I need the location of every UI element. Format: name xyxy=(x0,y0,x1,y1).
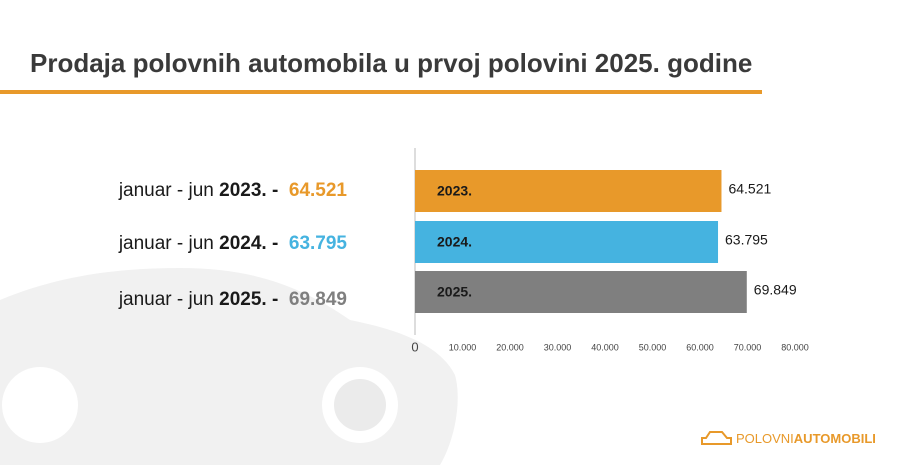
summary-prefix: januar - jun xyxy=(118,289,214,310)
summary-value: 63.795 xyxy=(289,233,348,254)
summary-separator: - xyxy=(272,233,278,254)
car-wheel xyxy=(2,367,78,443)
summary-year: 2025. xyxy=(219,289,267,310)
summary-value: 69.849 xyxy=(289,289,347,310)
summary-prefix: januar - jun xyxy=(118,233,214,254)
summary-separator: - xyxy=(272,289,278,310)
bar xyxy=(415,271,747,313)
logo-icon xyxy=(701,431,732,445)
summary-value: 64.521 xyxy=(289,180,348,201)
car-wheel-hub xyxy=(334,379,386,431)
bar xyxy=(415,170,722,212)
x-tick-label: 40.000 xyxy=(591,342,619,352)
x-tick-label: 80.000 xyxy=(781,342,809,352)
logo-part2: AUTOMOBILI xyxy=(794,431,876,446)
chart-title: Prodaja polovnih automobila u prvoj polo… xyxy=(30,48,752,78)
logo-part1: POLOVNI xyxy=(736,431,794,446)
summary-year: 2024. xyxy=(219,233,267,254)
title-underline xyxy=(0,90,762,94)
value-label: 63.795 xyxy=(725,232,768,248)
value-label: 69.849 xyxy=(754,282,797,298)
logo: POLOVNIAUTOMOBILI xyxy=(701,431,876,446)
bar-category-label: 2024. xyxy=(437,234,472,250)
summary-line: januar - jun 2023. - 64.521 xyxy=(118,180,348,201)
summary-prefix: januar - jun xyxy=(118,180,214,201)
x-tick-label: 10.000 xyxy=(449,342,477,352)
x-tick-label: 0 xyxy=(411,339,418,354)
value-label: 64.521 xyxy=(728,181,771,197)
logo-text: POLOVNIAUTOMOBILI xyxy=(736,431,876,446)
bar xyxy=(415,221,719,263)
summary-line: januar - jun 2024. - 63.795 xyxy=(118,233,348,254)
x-tick-label: 50.000 xyxy=(639,342,667,352)
x-tick-label: 30.000 xyxy=(544,342,572,352)
x-tick-label: 70.000 xyxy=(734,342,762,352)
summary-year: 2023. xyxy=(219,180,267,201)
summary-separator: - xyxy=(272,180,278,201)
x-tick-label: 60.000 xyxy=(686,342,714,352)
x-tick-label: 20.000 xyxy=(496,342,524,352)
bar-category-label: 2025. xyxy=(437,284,472,300)
summary-line: januar - jun 2025. - 69.849 xyxy=(118,289,347,310)
bar-category-label: 2023. xyxy=(437,183,472,199)
